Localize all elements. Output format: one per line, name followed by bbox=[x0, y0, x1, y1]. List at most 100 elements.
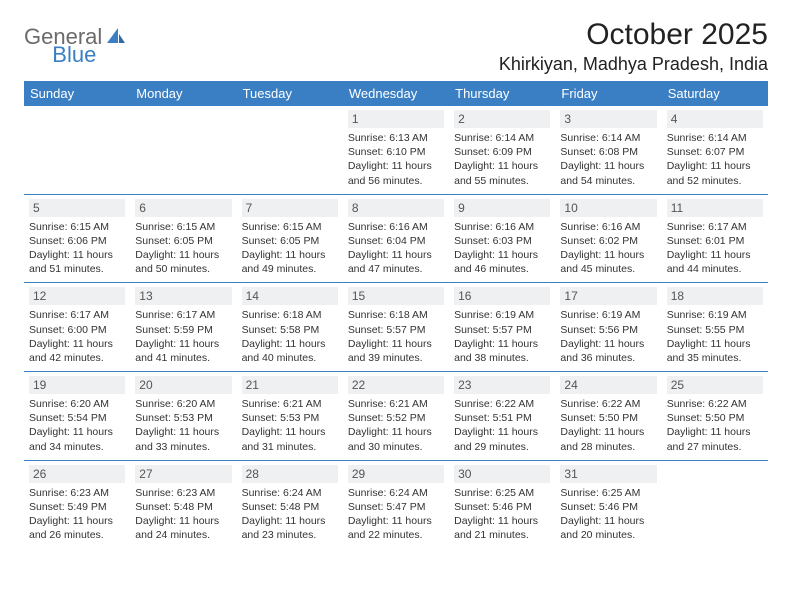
day-sunrise: Sunrise: 6:19 AM bbox=[667, 308, 763, 322]
day-day2: and 31 minutes. bbox=[242, 440, 338, 454]
day-sunset: Sunset: 6:03 PM bbox=[454, 234, 550, 248]
day-day2: and 34 minutes. bbox=[29, 440, 125, 454]
day-header-wed: Wednesday bbox=[343, 81, 449, 106]
day-details: Sunrise: 6:14 AMSunset: 6:08 PMDaylight:… bbox=[560, 131, 656, 188]
day-day2: and 22 minutes. bbox=[348, 528, 444, 542]
day-details: Sunrise: 6:20 AMSunset: 5:53 PMDaylight:… bbox=[135, 397, 231, 454]
day-sunset: Sunset: 5:48 PM bbox=[242, 500, 338, 514]
location-text: Khirkiyan, Madhya Pradesh, India bbox=[499, 54, 768, 75]
week-row: 12Sunrise: 6:17 AMSunset: 6:00 PMDayligh… bbox=[24, 283, 768, 372]
day-cell: 15Sunrise: 6:18 AMSunset: 5:57 PMDayligh… bbox=[343, 283, 449, 372]
month-title: October 2025 bbox=[499, 18, 768, 52]
day-cell: 24 Sunrise: 6:22 AMSunset: 5:50 PMDayligh… bbox=[555, 372, 661, 461]
day-number: 3 bbox=[560, 110, 656, 128]
day-day1: Daylight: 11 hours bbox=[667, 248, 763, 262]
day-sunrise: Sunrise: 6:14 AM bbox=[560, 131, 656, 145]
day-header-mon: Monday bbox=[130, 81, 236, 106]
day-day2: and 56 minutes. bbox=[348, 174, 444, 188]
day-day1: Daylight: 11 hours bbox=[29, 248, 125, 262]
day-day2: and 23 minutes. bbox=[242, 528, 338, 542]
day-number: 15 bbox=[348, 287, 444, 305]
day-sunrise: Sunrise: 6:16 AM bbox=[348, 220, 444, 234]
day-sunrise: Sunrise: 6:22 AM bbox=[454, 397, 550, 411]
day-number: 19 bbox=[29, 376, 125, 394]
day-cell bbox=[662, 460, 768, 548]
day-number: 11 bbox=[667, 199, 763, 217]
day-day2: and 39 minutes. bbox=[348, 351, 444, 365]
day-details: Sunrise: 6:23 AMSunset: 5:49 PMDaylight:… bbox=[29, 486, 125, 543]
day-sunrise: Sunrise: 6:15 AM bbox=[135, 220, 231, 234]
day-day2: and 33 minutes. bbox=[135, 440, 231, 454]
week-row: 1Sunrise: 6:13 AMSunset: 6:10 PMDaylight… bbox=[24, 106, 768, 194]
day-cell: 31Sunrise: 6:25 AMSunset: 5:46 PMDayligh… bbox=[555, 460, 661, 548]
day-sunset: Sunset: 5:54 PM bbox=[29, 411, 125, 425]
day-cell: 6Sunrise: 6:15 AMSunset: 6:05 PMDaylight… bbox=[130, 194, 236, 283]
day-details: Sunrise: 6:23 AMSunset: 5:48 PMDaylight:… bbox=[135, 486, 231, 543]
day-sunset: Sunset: 6:05 PM bbox=[242, 234, 338, 248]
day-day1: Daylight: 11 hours bbox=[29, 337, 125, 351]
day-sunrise: Sunrise: 6:23 AM bbox=[135, 486, 231, 500]
day-sunrise: Sunrise: 6:24 AM bbox=[348, 486, 444, 500]
week-row: 26 Sunrise: 6:23 AMSunset: 5:49 PMDayligh… bbox=[24, 460, 768, 548]
day-sunset: Sunset: 5:50 PM bbox=[667, 411, 763, 425]
day-number: 5 bbox=[29, 199, 125, 217]
day-number: 18 bbox=[667, 287, 763, 305]
day-cell: 27 Sunrise: 6:23 AMSunset: 5:48 PMDayligh… bbox=[130, 460, 236, 548]
day-sunrise: Sunrise: 6:13 AM bbox=[348, 131, 444, 145]
day-sunset: Sunset: 6:00 PM bbox=[29, 323, 125, 337]
day-day2: and 44 minutes. bbox=[667, 262, 763, 276]
day-day1: Daylight: 11 hours bbox=[454, 248, 550, 262]
day-number: 23 bbox=[454, 376, 550, 394]
day-day1: Daylight: 11 hours bbox=[29, 425, 125, 439]
day-sunrise: Sunrise: 6:17 AM bbox=[135, 308, 231, 322]
day-day2: and 30 minutes. bbox=[348, 440, 444, 454]
day-details: Sunrise: 6:16 AMSunset: 6:02 PMDaylight:… bbox=[560, 220, 656, 277]
day-sunset: Sunset: 6:06 PM bbox=[29, 234, 125, 248]
day-cell bbox=[237, 106, 343, 194]
day-cell: 17Sunrise: 6:19 AMSunset: 5:56 PMDayligh… bbox=[555, 283, 661, 372]
day-details: Sunrise: 6:22 AMSunset: 5:50 PMDaylight:… bbox=[667, 397, 763, 454]
day-day2: and 51 minutes. bbox=[29, 262, 125, 276]
day-number: 21 bbox=[242, 376, 338, 394]
day-day2: and 27 minutes. bbox=[667, 440, 763, 454]
day-sunset: Sunset: 6:04 PM bbox=[348, 234, 444, 248]
calendar-page: General Blue October 2025 Khirkiyan, Mad… bbox=[0, 0, 792, 560]
day-sunset: Sunset: 5:57 PM bbox=[348, 323, 444, 337]
day-number: 27 bbox=[135, 465, 231, 483]
page-header: General Blue October 2025 Khirkiyan, Mad… bbox=[24, 18, 768, 75]
day-sunset: Sunset: 6:08 PM bbox=[560, 145, 656, 159]
day-sunrise: Sunrise: 6:20 AM bbox=[135, 397, 231, 411]
day-cell: 3 Sunrise: 6:14 AMSunset: 6:08 PMDaylight… bbox=[555, 106, 661, 194]
day-sunset: Sunset: 5:53 PM bbox=[135, 411, 231, 425]
day-number: 13 bbox=[135, 287, 231, 305]
day-header-tue: Tuesday bbox=[237, 81, 343, 106]
day-sunrise: Sunrise: 6:18 AM bbox=[348, 308, 444, 322]
day-details: Sunrise: 6:17 AMSunset: 5:59 PMDaylight:… bbox=[135, 308, 231, 365]
day-cell: 20Sunrise: 6:20 AMSunset: 5:53 PMDayligh… bbox=[130, 372, 236, 461]
day-day2: and 42 minutes. bbox=[29, 351, 125, 365]
day-sunset: Sunset: 6:09 PM bbox=[454, 145, 550, 159]
day-sunrise: Sunrise: 6:19 AM bbox=[560, 308, 656, 322]
day-details: Sunrise: 6:18 AMSunset: 5:58 PMDaylight:… bbox=[242, 308, 338, 365]
day-details: Sunrise: 6:13 AMSunset: 6:10 PMDaylight:… bbox=[348, 131, 444, 188]
week-row: 5Sunrise: 6:15 AMSunset: 6:06 PMDaylight… bbox=[24, 194, 768, 283]
day-cell bbox=[130, 106, 236, 194]
day-day2: and 36 minutes. bbox=[560, 351, 656, 365]
day-number: 24 bbox=[560, 376, 656, 394]
day-details: Sunrise: 6:21 AMSunset: 5:53 PMDaylight:… bbox=[242, 397, 338, 454]
day-cell: 4Sunrise: 6:14 AMSunset: 6:07 PMDaylight… bbox=[662, 106, 768, 194]
day-day1: Daylight: 11 hours bbox=[667, 337, 763, 351]
day-details: Sunrise: 6:19 AMSunset: 5:55 PMDaylight:… bbox=[667, 308, 763, 365]
day-header-fri: Friday bbox=[555, 81, 661, 106]
day-day1: Daylight: 11 hours bbox=[454, 337, 550, 351]
day-day1: Daylight: 11 hours bbox=[454, 425, 550, 439]
day-details: Sunrise: 6:14 AMSunset: 6:07 PMDaylight:… bbox=[667, 131, 763, 188]
day-number: 26 bbox=[29, 465, 125, 483]
day-cell: 7Sunrise: 6:15 AMSunset: 6:05 PMDaylight… bbox=[237, 194, 343, 283]
day-cell: 18 Sunrise: 6:19 AMSunset: 5:55 PMDayligh… bbox=[662, 283, 768, 372]
day-sunrise: Sunrise: 6:14 AM bbox=[667, 131, 763, 145]
day-sunrise: Sunrise: 6:21 AM bbox=[348, 397, 444, 411]
day-day1: Daylight: 11 hours bbox=[348, 425, 444, 439]
day-number: 10 bbox=[560, 199, 656, 217]
day-details: Sunrise: 6:22 AMSunset: 5:50 PMDaylight:… bbox=[560, 397, 656, 454]
